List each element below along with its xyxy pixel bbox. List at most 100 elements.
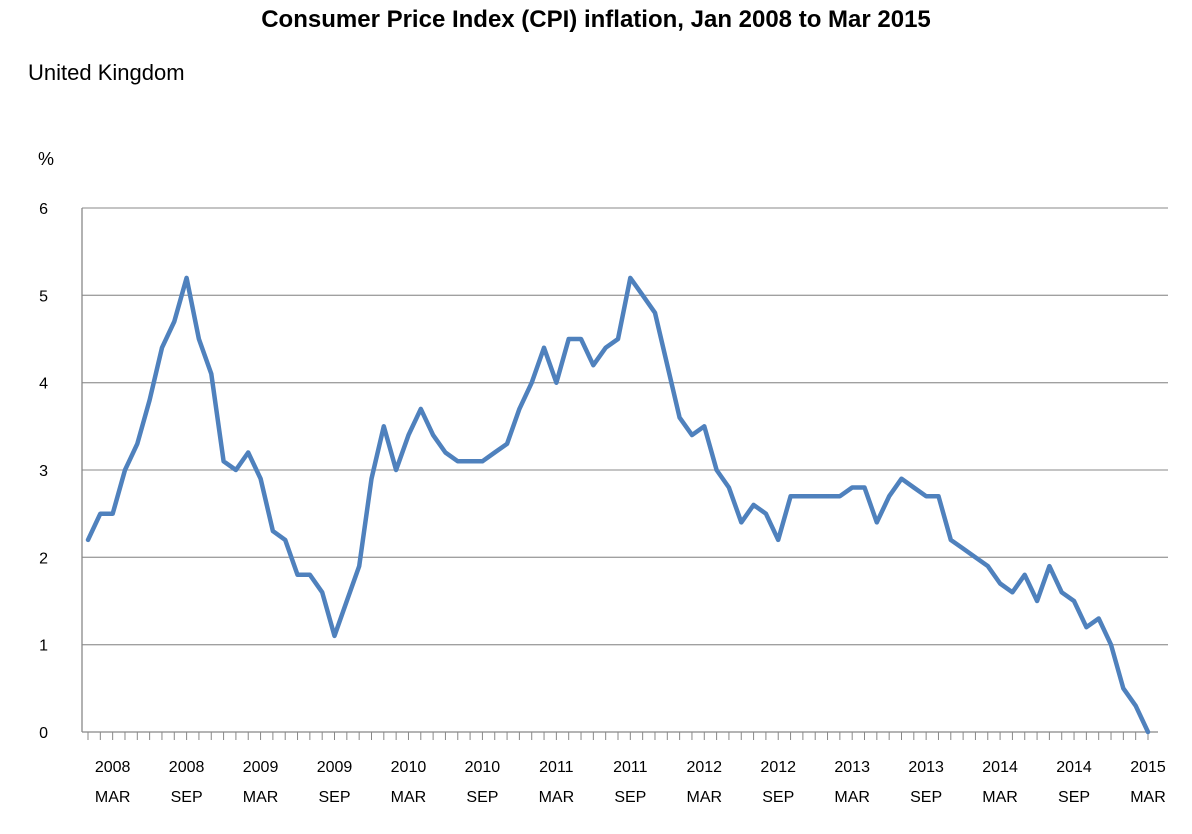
data-point: [123, 468, 127, 472]
data-point: [320, 591, 324, 594]
data-point: [752, 503, 755, 507]
x-tick-month: MAR: [243, 789, 279, 806]
data-point: [838, 495, 842, 498]
x-tick-month: MAR: [1130, 789, 1166, 806]
data-point: [924, 495, 928, 498]
data-point: [629, 276, 632, 280]
data-point: [937, 495, 940, 498]
data-point: [493, 451, 496, 454]
data-point: [1122, 687, 1125, 690]
x-tick-label: 2014 MAR: [982, 759, 1018, 806]
data-point: [727, 486, 731, 489]
data-point: [616, 337, 620, 341]
data-point: [444, 451, 447, 454]
data-point: [1146, 730, 1150, 734]
data-point: [197, 337, 201, 341]
gridlines: [82, 207, 1168, 646]
data-point: [641, 294, 644, 297]
data-point: [912, 486, 916, 489]
data-point: [505, 442, 509, 445]
data-point: [370, 477, 373, 480]
x-tick-year: 2013: [834, 759, 870, 776]
x-tick-label: 2009 MAR: [243, 759, 279, 806]
x-tick-year: 2008: [169, 759, 205, 776]
data-point: [431, 433, 435, 437]
data-point: [259, 477, 262, 480]
x-tick-label: 2012 SEP: [760, 759, 796, 806]
data-point: [419, 407, 422, 411]
data-point: [99, 512, 102, 515]
x-tick-year: 2013: [908, 759, 944, 776]
x-tick-label: 2010 SEP: [465, 759, 501, 806]
data-point: [961, 547, 965, 550]
x-tick-month: SEP: [762, 789, 794, 806]
data-point: [357, 564, 361, 568]
series-layer: [85, 275, 1151, 735]
data-point: [579, 337, 583, 341]
x-tick-label: 2015 MAR: [1130, 759, 1166, 806]
y-tick-label: 2: [39, 550, 48, 567]
x-tick-label: 2014 SEP: [1056, 759, 1092, 806]
y-axis-unit-label: %: [38, 149, 54, 169]
data-point: [530, 381, 533, 384]
data-point: [333, 634, 336, 638]
data-point: [308, 573, 312, 576]
data-point: [653, 311, 657, 314]
data-point: [271, 529, 275, 533]
data-point: [111, 512, 114, 515]
data-point: [86, 538, 90, 542]
chart-subtitle: United Kingdom: [28, 60, 185, 85]
x-tick-year: 2015: [1130, 759, 1166, 776]
data-point: [986, 564, 989, 568]
x-tick-month: MAR: [834, 789, 870, 806]
data-point: [678, 416, 681, 419]
x-tick-month: MAR: [982, 789, 1018, 806]
x-tick-label: 2008 MAR: [95, 759, 131, 806]
chart-title: Consumer Price Index (CPI) inflation, Ja…: [261, 6, 931, 33]
data-point: [185, 276, 188, 280]
data-point: [345, 599, 349, 603]
data-point: [567, 337, 570, 341]
x-tick-year: 2009: [317, 759, 353, 776]
x-tick-month: MAR: [391, 789, 427, 806]
data-point: [592, 364, 595, 367]
data-point: [1109, 643, 1113, 646]
x-tick-year: 2011: [613, 759, 648, 776]
data-point: [1085, 626, 1088, 629]
data-point: [1011, 591, 1014, 594]
x-tick-month: SEP: [1058, 789, 1090, 806]
data-point: [900, 477, 903, 480]
x-tick-year: 2008: [95, 759, 131, 776]
data-point: [555, 381, 558, 384]
x-tick-month: SEP: [614, 789, 646, 806]
data-point: [949, 538, 952, 542]
x-tick-label: 2011 SEP: [613, 759, 648, 806]
data-point: [1048, 564, 1051, 568]
data-point: [136, 442, 139, 445]
data-point: [456, 460, 459, 463]
data-point: [974, 556, 977, 559]
x-tick-label: 2011 MAR: [539, 759, 575, 806]
data-point: [1134, 704, 1137, 707]
x-tick-label: 2009 SEP: [317, 759, 353, 806]
data-point: [789, 495, 792, 498]
x-tick-month: MAR: [95, 789, 131, 806]
y-tick-label: 3: [39, 463, 48, 480]
x-tick-month: SEP: [171, 789, 203, 806]
x-tick-label: 2012 MAR: [686, 759, 722, 806]
data-point: [740, 521, 743, 524]
data-point: [690, 433, 694, 437]
data-point: [998, 582, 1002, 585]
x-tick-year: 2014: [1056, 759, 1092, 776]
data-point: [210, 372, 213, 376]
x-tick-month: MAR: [539, 789, 575, 806]
data-point: [234, 468, 238, 472]
data-point: [863, 486, 866, 489]
data-point: [284, 538, 287, 542]
x-tick-month: SEP: [319, 789, 351, 806]
data-point: [801, 495, 805, 498]
data-point: [666, 364, 669, 367]
data-point: [407, 433, 410, 437]
data-point: [148, 398, 151, 402]
